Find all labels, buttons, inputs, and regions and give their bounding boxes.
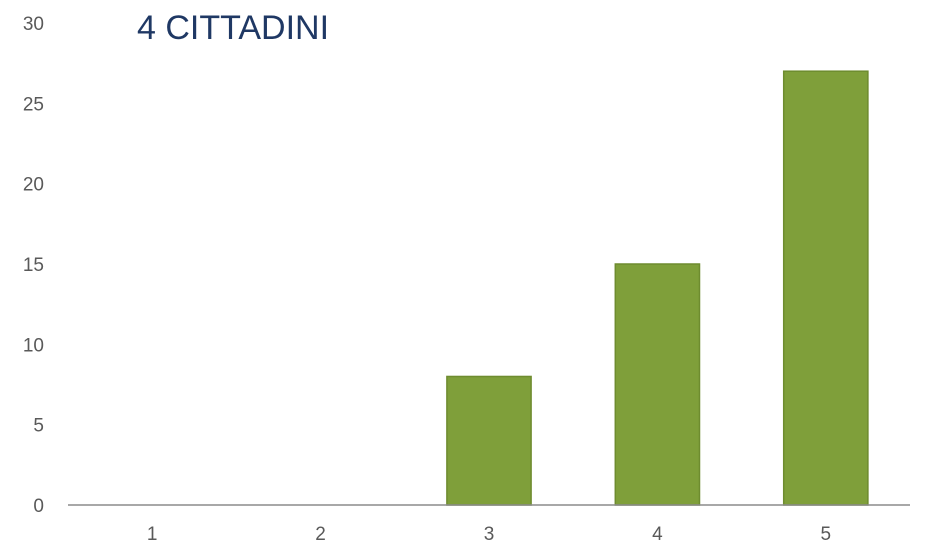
- x-tick-label: 5: [821, 524, 832, 545]
- y-tick-label: 25: [23, 94, 44, 115]
- bar-3: [446, 375, 532, 506]
- y-tick-label: 20: [23, 175, 44, 196]
- y-tick-label: 5: [33, 416, 44, 437]
- y-tick-label: 15: [23, 255, 44, 276]
- y-tick-label: 30: [23, 14, 44, 35]
- y-tick-label: 10: [23, 335, 44, 356]
- bar-4: [614, 263, 701, 506]
- bars: [446, 70, 869, 506]
- x-tick-label: 1: [147, 524, 158, 545]
- chart-title: 4 CITTADINI: [137, 9, 330, 47]
- x-tick-label: 3: [484, 524, 495, 545]
- y-tick-label: 0: [33, 496, 44, 517]
- x-tick-label: 2: [315, 524, 326, 545]
- y-axis-ticks: 0 5 10 15 20 25 30: [23, 14, 44, 517]
- x-axis-ticks: 1 2 3 4 5: [147, 524, 831, 545]
- bar-5: [782, 70, 869, 506]
- x-tick-label: 4: [652, 524, 663, 545]
